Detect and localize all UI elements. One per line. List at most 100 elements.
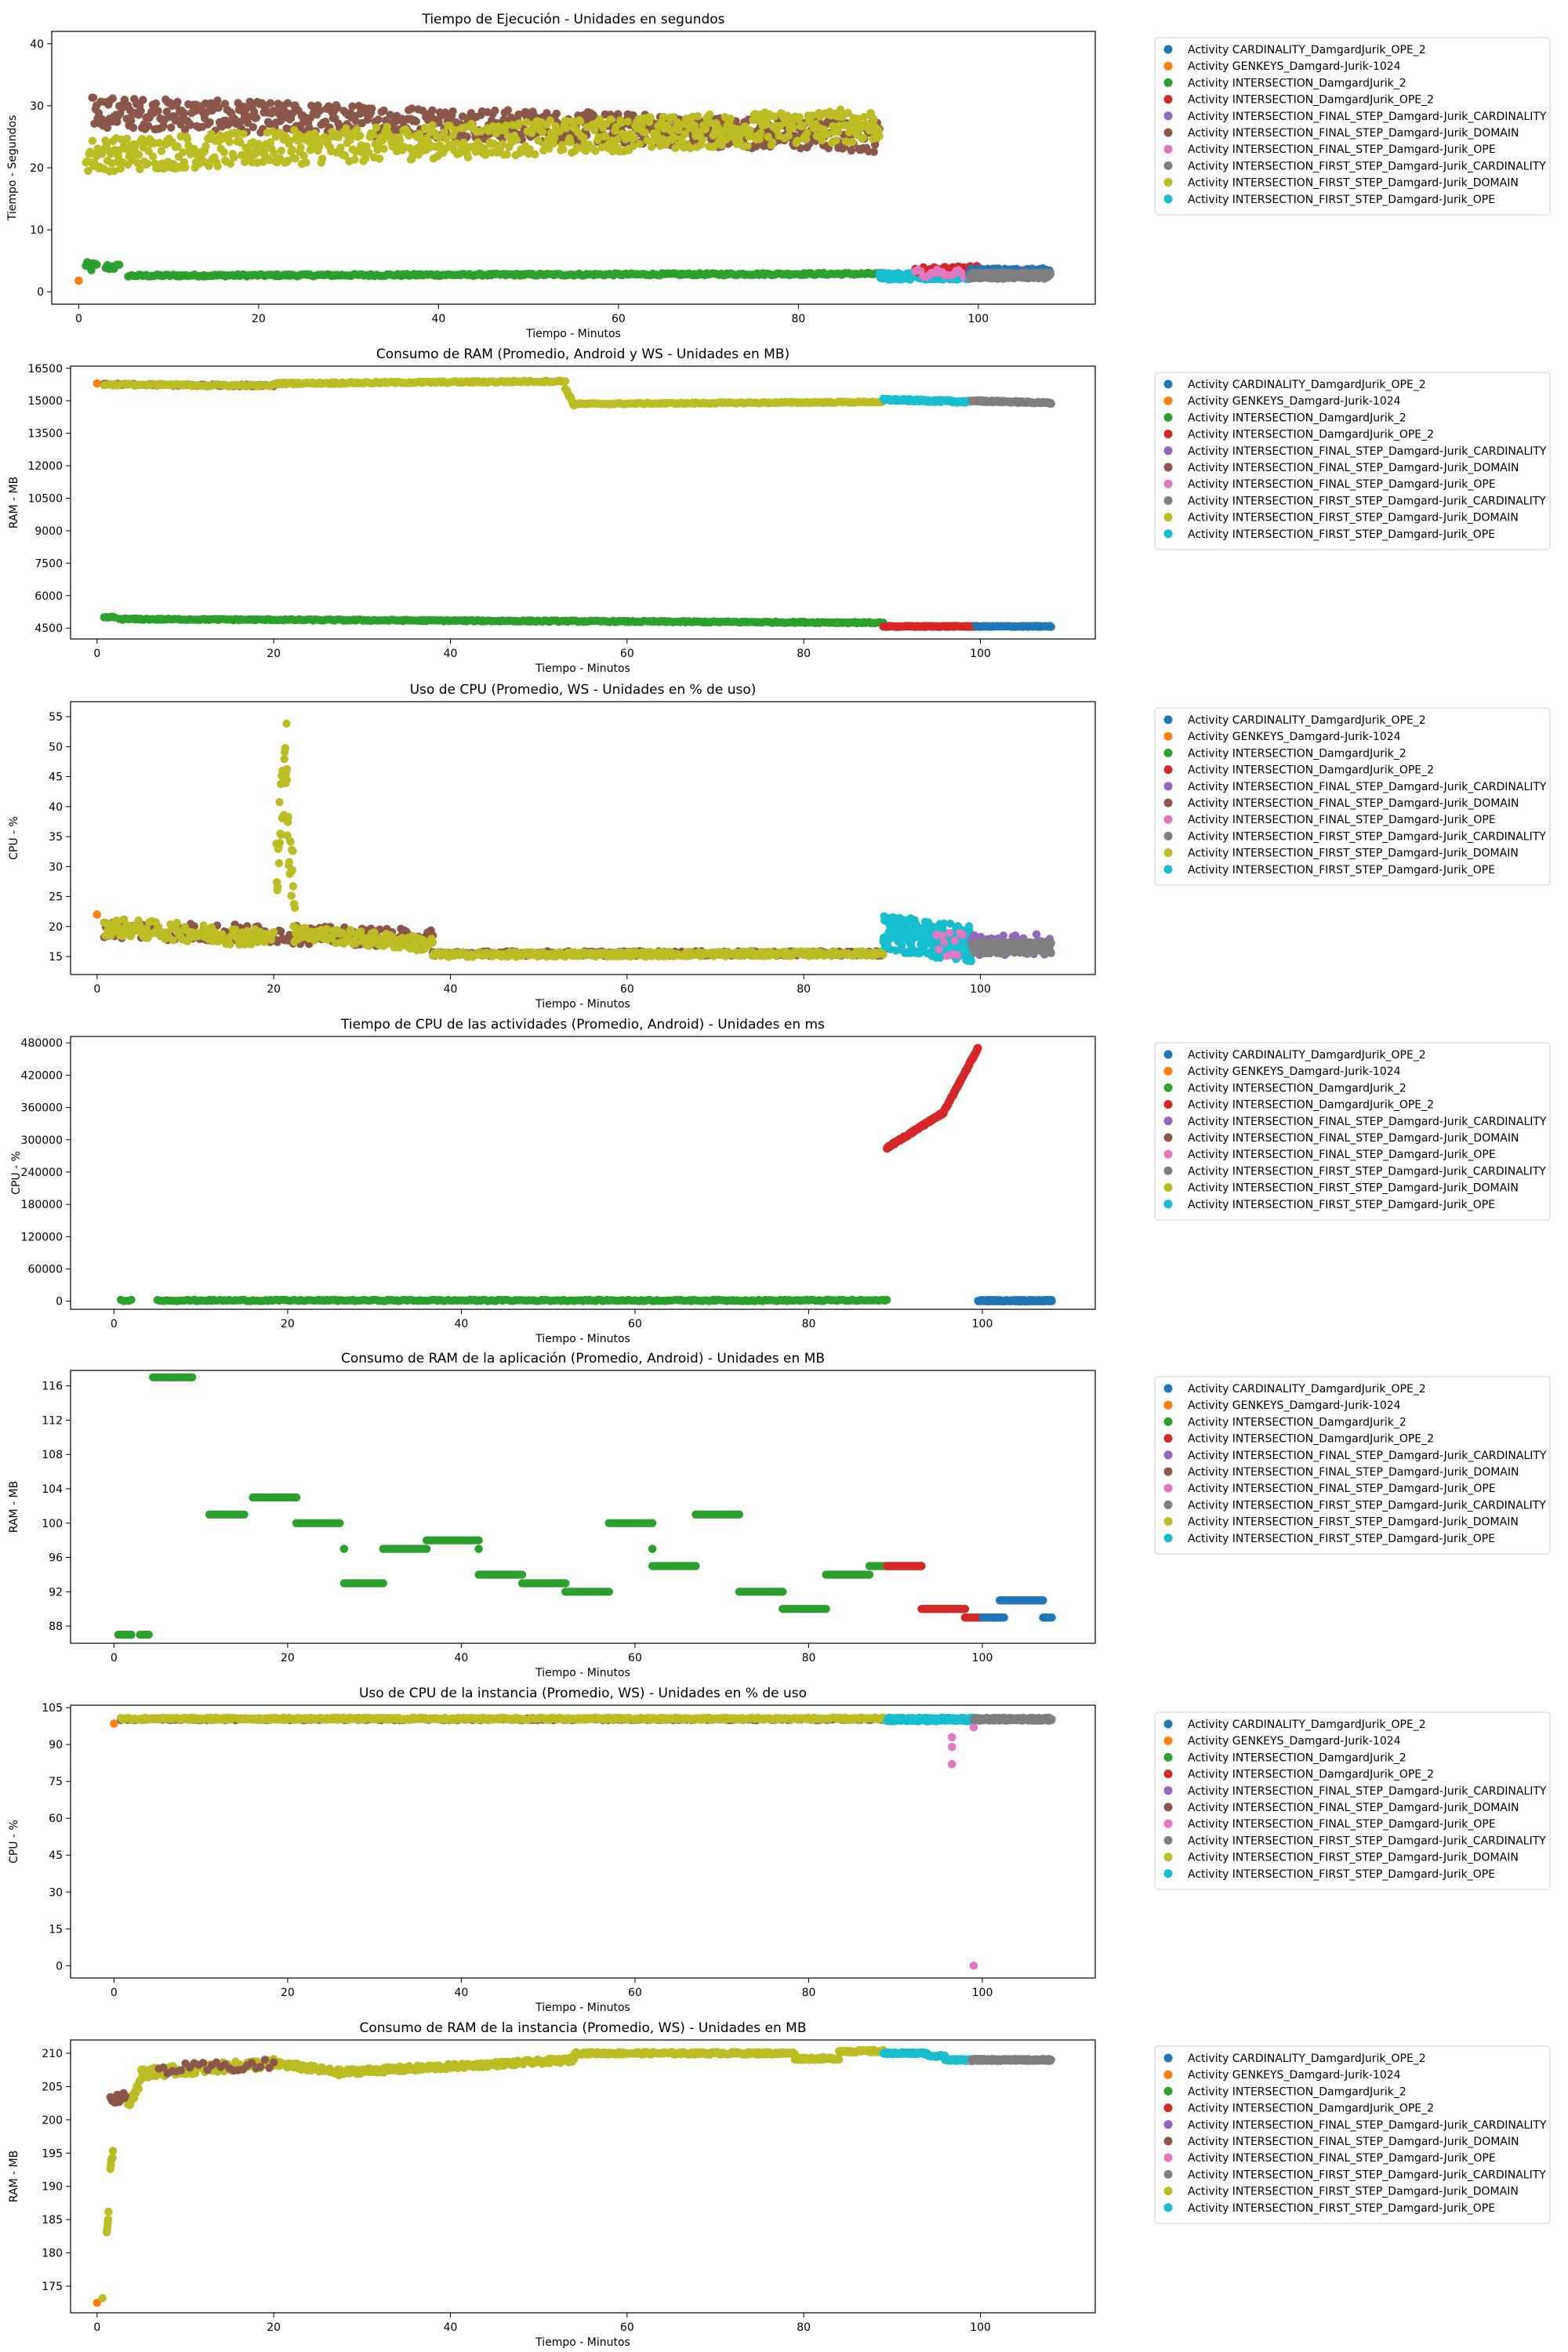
data-point [340,151,350,160]
data-point [362,142,371,151]
data-point [357,927,365,936]
data-point [847,146,856,155]
data-point [408,104,416,113]
data-point [351,939,360,948]
data-point [789,123,797,132]
data-point [498,140,507,148]
data-point [285,858,294,866]
data-point [114,260,124,269]
data-point [154,107,162,115]
data-point [84,166,93,176]
data-point [151,99,161,108]
data-point [694,112,702,121]
data-point [155,139,164,147]
chart-panel: Tiempo de Ejecución - Unidades en segund… [6,12,1551,340]
legend-label: Activity INTERSECTION_FIRST_STEP_Damgard… [1188,160,1546,172]
data-point [277,830,285,839]
axes-frame [70,365,1096,640]
data-point [538,128,547,136]
data-point [226,940,234,949]
data-point [353,125,361,134]
data-point [440,128,448,137]
data-point [172,918,181,927]
legend-marker [1163,379,1173,389]
legend-marker [1163,45,1173,54]
data-point [134,151,143,159]
data-point [114,152,123,161]
legend-marker [1163,128,1173,137]
x-tick-label: 40 [444,648,458,660]
data-point [108,94,117,103]
data-point [848,137,857,147]
data-point [160,164,169,172]
x-axis-label: Tiempo - Minutos [525,328,621,340]
data-point [299,151,308,160]
series [82,258,884,281]
data-point [144,122,153,130]
data-point [282,764,292,774]
x-tick-label: 60 [612,313,626,325]
data-point [442,135,451,143]
data-points [93,376,1055,631]
data-point [491,106,499,115]
x-axis-label: Tiempo - Minutos [535,662,630,675]
data-point [1047,622,1055,631]
data-point [591,147,600,155]
data-point [289,847,297,855]
series [965,268,1054,283]
legend-label: Activity INTERSECTION_FIRST_STEP_Damgard… [1188,528,1495,541]
data-point [342,124,350,132]
data-point [770,112,779,121]
data-point [274,883,282,892]
data-point [798,121,808,129]
y-tick-label: 9000 [34,525,63,538]
data-point [241,106,250,114]
data-point [757,129,765,137]
data-point [288,866,296,875]
data-point [502,121,510,130]
data-point [458,112,467,121]
chart-panel: Uso de CPU (Promedio, WS - Unidades en %… [8,682,1551,1011]
y-tick-label: 40 [30,38,44,51]
data-point [522,118,531,127]
data-point [869,115,878,124]
data-point [612,136,622,144]
data-point [832,136,840,145]
legend-label: Activity INTERSECTION_FIRST_STEP_Damgard… [1188,495,1546,507]
legend-label: Activity INTERSECTION_FIRST_STEP_Damgard… [1188,512,1519,524]
data-point [874,125,883,134]
x-tick-label: 20 [267,648,281,660]
data-point [133,158,142,168]
data-point [93,910,101,919]
data-point [379,144,388,153]
data-point [336,143,345,152]
x-tick-label: 0 [93,648,100,660]
data-point [183,135,192,143]
data-point [93,379,101,388]
data-point [136,107,145,115]
legend-label: Activity INTERSECTION_FINAL_STEP_Damgard… [1188,127,1519,140]
x-tick-label: 0 [75,313,82,325]
data-point [348,102,357,111]
data-point [512,136,521,144]
data-point [245,113,253,122]
legend-marker [1163,446,1173,456]
data-point [503,151,511,159]
data-point [205,162,213,170]
y-tick-label: 30 [30,100,44,113]
data-point [726,114,735,123]
series [967,396,1055,408]
data-point [698,135,706,144]
data-point [214,103,223,112]
data-point [365,148,373,157]
data-point [652,129,662,137]
legend-marker [1163,495,1173,505]
legend-label: Activity INTERSECTION_FIRST_STEP_Damgard… [1188,194,1495,206]
data-point [142,924,151,934]
data-point [368,104,376,113]
data-point [333,103,342,112]
data-point [1046,270,1054,279]
data-point [514,110,523,119]
data-point [764,132,772,141]
data-point [302,158,310,167]
